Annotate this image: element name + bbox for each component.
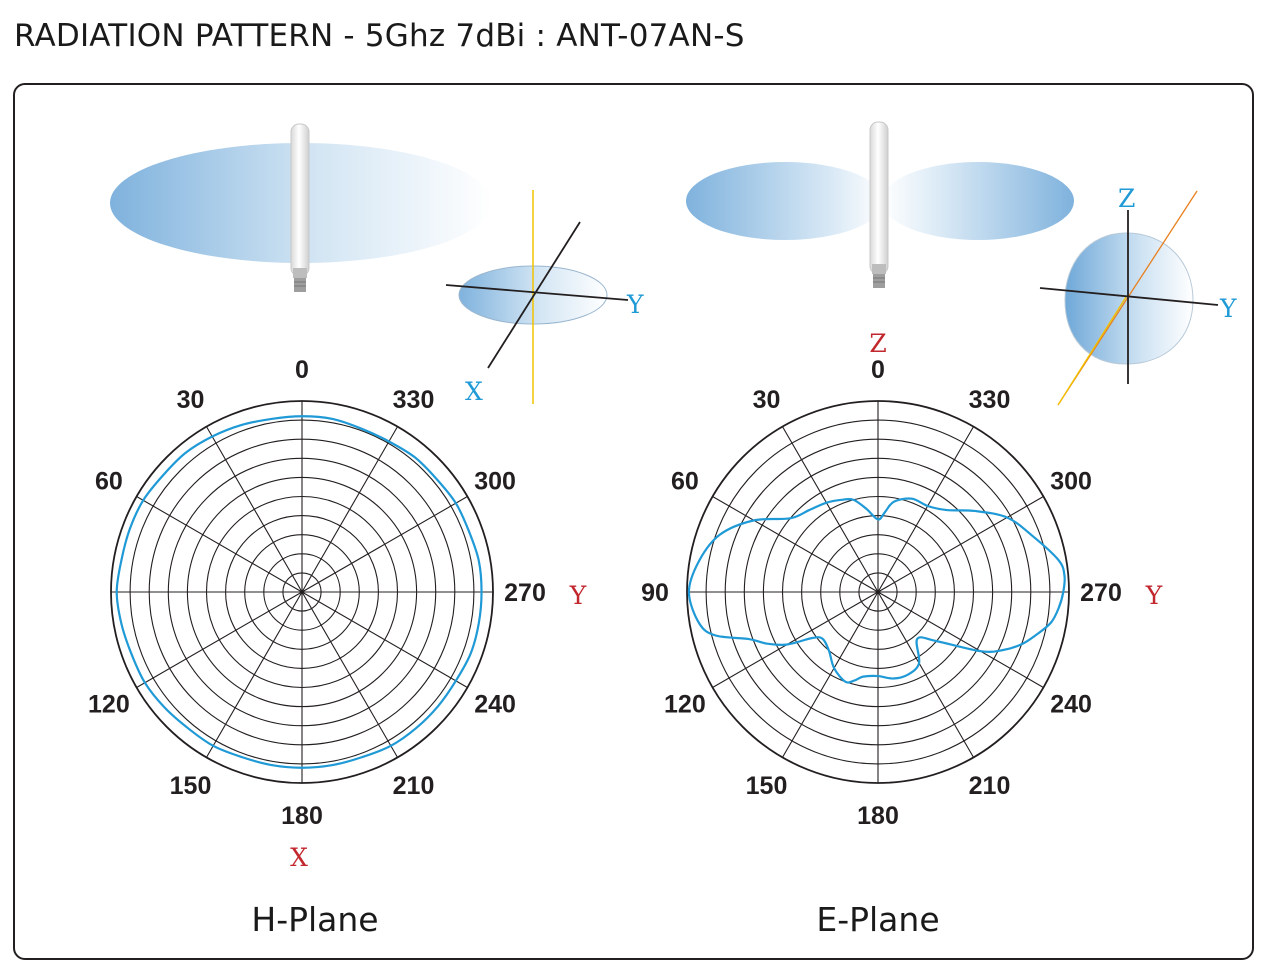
- h-diagram-x-label: X: [465, 377, 483, 406]
- angle-tick-label: 240: [474, 691, 516, 719]
- angle-tick-label: 210: [969, 772, 1011, 800]
- polar-spoke: [301, 426, 398, 593]
- axis-label-right: Y: [569, 581, 587, 610]
- axis-label-right: Y: [1145, 581, 1163, 610]
- axis-label-top: Z: [869, 329, 886, 358]
- polar-spoke: [877, 496, 1044, 593]
- angle-tick-label: 270: [504, 579, 546, 607]
- e-diagram-z-label: Z: [1118, 184, 1135, 213]
- radiation-pattern-line: [687, 497, 1066, 684]
- antenna-icon: [290, 123, 310, 292]
- polar-spoke: [301, 496, 468, 593]
- angle-tick-label: 180: [857, 802, 899, 830]
- polar-spoke: [301, 591, 398, 758]
- angle-tick-label: 90: [641, 579, 669, 607]
- radiation-pattern-line: [115, 415, 483, 769]
- polar-spoke: [782, 426, 879, 593]
- h-diagram-y-label: Y: [626, 290, 644, 319]
- polar-spoke: [136, 591, 303, 688]
- angle-tick-label: 60: [671, 468, 699, 496]
- e-plane-cut-sphere: [1064, 232, 1194, 365]
- polar-spoke: [782, 591, 879, 758]
- polar-spoke: [206, 426, 303, 593]
- angle-tick-label: 240: [1050, 691, 1092, 719]
- angle-tick-label: 270: [1080, 579, 1122, 607]
- polar-spoke: [877, 591, 1044, 688]
- e-plane-illustration: Z Y: [686, 121, 1237, 406]
- e-plane-lobe-right: [882, 162, 1074, 240]
- angle-tick-label: 120: [664, 691, 706, 719]
- polar-spoke: [206, 591, 303, 758]
- angle-tick-label: 60: [95, 468, 123, 496]
- polar-spoke: [712, 496, 879, 593]
- antenna-icon: [869, 121, 889, 288]
- h-plane-label: H-Plane: [251, 900, 378, 939]
- e-plane-polar-chart: 0 30 60 90 120 150 180 210 240 270 300 330 Z Y: [641, 329, 1163, 830]
- angle-tick-label: 180: [281, 802, 323, 830]
- polar-spoke: [301, 591, 468, 688]
- e-plane-label: E-Plane: [816, 900, 939, 939]
- axis-label-bottom: X: [290, 843, 308, 872]
- angle-tick-label: 300: [1050, 468, 1092, 496]
- h-plane-axis-diagram: Y X: [445, 190, 644, 406]
- angle-tick-label: 330: [969, 386, 1011, 414]
- h-plane-illustration: Y X: [110, 123, 644, 406]
- e-plane-lobe-left: [686, 162, 884, 240]
- angle-tick-label: 330: [393, 386, 435, 414]
- angle-tick-label: 300: [474, 468, 516, 496]
- e-diagram-y-label: Y: [1219, 294, 1237, 323]
- e-plane-axis-diagram: Z Y: [1039, 184, 1237, 406]
- angle-tick-label: 120: [88, 691, 130, 719]
- angle-tick-label: 150: [746, 772, 788, 800]
- polar-spoke: [712, 591, 879, 688]
- polar-spoke: [877, 426, 974, 593]
- angle-tick-label: 0: [871, 356, 885, 384]
- angle-tick-label: 0: [295, 356, 309, 384]
- angle-tick-label: 210: [393, 772, 435, 800]
- content-frame: [13, 83, 1254, 960]
- h-plane-polar-chart: 0 30 60 120 150 180 210 240 270 300 330 Y X: [88, 356, 587, 872]
- angle-tick-label: 30: [177, 386, 205, 414]
- angle-tick-label: 30: [753, 386, 781, 414]
- angle-tick-label: 150: [170, 772, 212, 800]
- polar-spoke: [877, 591, 974, 758]
- page-title: RADIATION PATTERN - 5Ghz 7dBi : ANT-07AN…: [14, 18, 745, 54]
- polar-spoke: [136, 496, 303, 593]
